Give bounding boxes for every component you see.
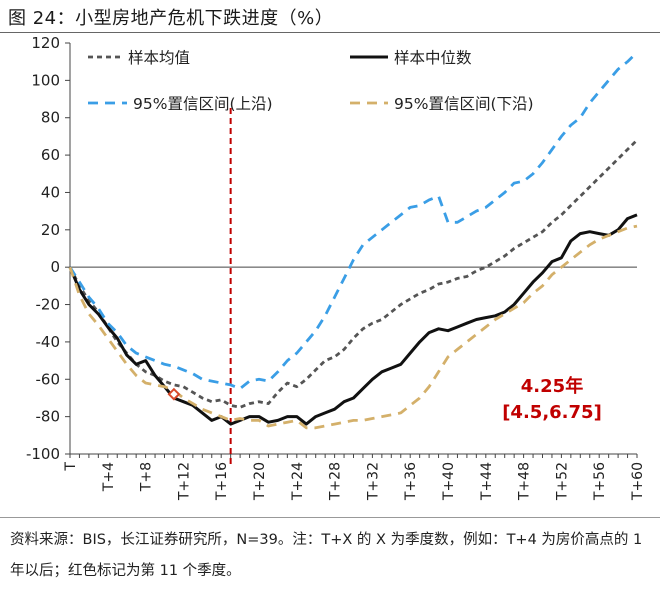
y-axis-ticks: -100 -80 -60 -40 -20 0 20 40 60 80 100 120 bbox=[26, 34, 70, 463]
x-tick-label: T+52 bbox=[554, 462, 570, 501]
y-tick-label: 60 bbox=[41, 146, 60, 164]
title-divider bbox=[0, 32, 660, 33]
series-lines bbox=[68, 51, 638, 430]
x-tick-label: T+24 bbox=[290, 462, 306, 501]
legend-label-3: 95%置信区间(下沿) bbox=[394, 95, 534, 113]
x-tick-label: T+36 bbox=[403, 462, 419, 501]
x-tick-label: T+56 bbox=[592, 462, 608, 501]
x-axis-ticks: T T+4 T+8 T+12 T+16 T+20 T+24 T+28 T+32 T+36 T+40 T… bbox=[63, 454, 646, 501]
marker-diamond bbox=[167, 387, 181, 401]
series-line-2 bbox=[68, 51, 638, 391]
y-tick-label: 100 bbox=[31, 71, 60, 89]
y-tick-label: 120 bbox=[31, 34, 60, 52]
x-tick-label: T+4 bbox=[101, 462, 117, 492]
series-line-0 bbox=[68, 139, 638, 409]
x-tick-label: T+40 bbox=[441, 462, 457, 501]
footer-divider bbox=[0, 517, 660, 518]
x-tick-label: T+44 bbox=[479, 462, 495, 501]
y-tick-label: 0 bbox=[50, 258, 60, 276]
annotation-line-1: 4.25年 bbox=[521, 375, 583, 397]
y-tick-label: -60 bbox=[36, 370, 61, 388]
x-tick-label: T+28 bbox=[328, 462, 344, 501]
y-tick-label: 20 bbox=[41, 221, 60, 239]
y-tick-label: -100 bbox=[26, 445, 60, 463]
y-tick-label: -20 bbox=[36, 296, 61, 314]
y-tick-label: -40 bbox=[36, 333, 61, 351]
x-tick-label: T+16 bbox=[214, 462, 230, 501]
series-line-3 bbox=[68, 224, 638, 430]
x-tick-label: T+8 bbox=[139, 462, 155, 492]
x-tick-label: T+12 bbox=[176, 462, 192, 501]
legend: 样本均值 样本中位数 95%置信区间(上沿) 95%置信区间(下沿) bbox=[88, 49, 534, 113]
legend-label-0: 样本均值 bbox=[128, 49, 190, 67]
x-tick-label: T+48 bbox=[517, 462, 533, 501]
legend-label-2: 95%置信区间(上沿) bbox=[133, 95, 273, 113]
x-tick-label: T+60 bbox=[630, 462, 646, 501]
y-tick-label: 40 bbox=[41, 183, 60, 201]
x-tick-label: T+20 bbox=[252, 462, 268, 501]
point-markers bbox=[167, 387, 181, 401]
y-tick-label: -80 bbox=[36, 408, 61, 426]
legend-label-1: 样本中位数 bbox=[394, 49, 472, 67]
source-note: 资料来源：BIS，长江证券研究所，N=39。注：T+X 的 X 为季度数，例如：… bbox=[10, 532, 643, 579]
x-tick-label: T+32 bbox=[365, 462, 381, 501]
annotation-line-2: [4.5,6.75] bbox=[502, 402, 602, 423]
x-tick-label: T bbox=[63, 462, 79, 472]
y-tick-label: 80 bbox=[41, 109, 60, 127]
annotation: 4.25年 [4.5,6.75] bbox=[502, 375, 602, 423]
chart-title: 图 24：小型房地产危机下跌进度（%） bbox=[8, 8, 334, 29]
